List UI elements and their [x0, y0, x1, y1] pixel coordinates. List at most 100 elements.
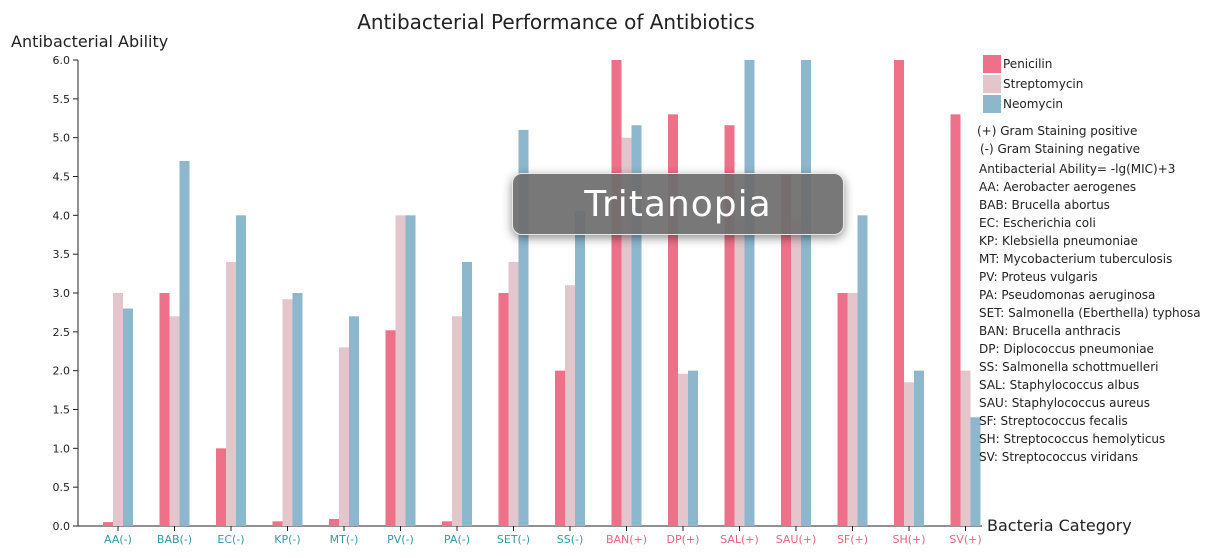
definition-line: SV: Streptococcus viridans [979, 450, 1138, 464]
definition-line: MT: Mycobacterium tuberculosis [979, 252, 1172, 266]
y-tick-label: 2.5 [53, 326, 71, 339]
bar-neomycin-sal [744, 60, 755, 526]
y-tick-label: 1.0 [53, 442, 71, 455]
gram-negative-note: (-) Gram Staining negative [980, 142, 1140, 156]
legend-swatch-streptomycin [983, 75, 1001, 93]
legend-label-streptomycin: Streptomycin [1003, 77, 1083, 91]
bar-penicilin-sf [837, 293, 848, 526]
tritanopia-overlay: Tritanopia [512, 173, 844, 235]
bar-penicilin-ss [555, 370, 565, 526]
bar-penicilin-kp [272, 521, 283, 526]
y-tick-label: 4.5 [53, 171, 71, 184]
bar-neomycin-pa [462, 261, 472, 526]
y-tick-label: 3.0 [53, 287, 71, 300]
bar-streptomycin-sau [791, 218, 801, 526]
definition-line: AA: Aerobacter aerogenes [979, 180, 1136, 194]
bar-penicilin-pa [442, 521, 452, 526]
bar-neomycin-ss [575, 211, 585, 526]
bar-penicilin-ban [611, 60, 622, 526]
bar-streptomycin-pv [395, 215, 406, 527]
x-category-label: PV(-) [387, 533, 414, 546]
y-axis-label: Antibacterial Ability [11, 32, 168, 51]
bar-penicilin-set [498, 293, 509, 526]
bar-streptomycin-aa [113, 293, 123, 526]
bar-streptomycin-ss [565, 285, 575, 526]
bar-streptomycin-mt [339, 347, 349, 526]
definition-line: SAU: Staphylococcus aureus [979, 396, 1150, 410]
definition-line: SAL: Staphylococcus albus [979, 378, 1139, 392]
x-category-label: SAU(+) [776, 533, 817, 546]
definition-line: PA: Pseudomonas aeruginosa [979, 288, 1155, 302]
definition-line: BAB: Brucella abortus [979, 198, 1110, 212]
y-tick-label: 6.0 [53, 54, 71, 67]
x-category-label: KP(-) [274, 533, 300, 546]
category-labels: AA(-) BAB(-) EC(-) KP(-) MT(-) PV(-) PA(-) SET(… [104, 533, 982, 546]
bar-streptomycin-bab [169, 316, 180, 526]
bar-streptomycin-kp [282, 299, 293, 526]
bar-streptomycin-ban [621, 137, 632, 526]
x-category-label: PA(-) [444, 533, 470, 546]
x-category-label: SS(-) [557, 533, 584, 546]
bar-neomycin-sau [801, 60, 811, 526]
bar-neomycin-set [518, 129, 529, 526]
bar-penicilin-pv [385, 330, 396, 526]
bar-penicilin-ec [216, 448, 226, 526]
x-category-label: BAN(+) [606, 533, 647, 546]
definition-line: SET: Salmonella (Eberthella) typhosa [979, 306, 1201, 320]
x-category-label: SH(+) [892, 533, 925, 546]
bars-group [103, 60, 981, 527]
y-tick-label: 0.0 [53, 520, 71, 533]
bar-neomycin-pv [405, 215, 416, 527]
definition-line: DP: Diplococcus pneumoniae [979, 342, 1154, 356]
definition-line: PV: Proteus vulgaris [979, 270, 1098, 284]
definition-line: EC: Escherichia coli [979, 216, 1096, 230]
y-tick-label: 2.0 [53, 365, 71, 378]
x-category-label: DP(+) [667, 533, 700, 546]
y-tick-label: 5.5 [53, 93, 71, 106]
bar-neomycin-mt [349, 316, 359, 526]
chart-title: Antibacterial Performance of Antibiotics [357, 10, 755, 34]
legend-swatch-penicilin [983, 55, 1001, 73]
x-axis-label: Bacteria Category [987, 516, 1132, 535]
bar-penicilin-sau [781, 174, 791, 527]
y-tick-label: 1.5 [53, 404, 71, 417]
bar-neomycin-kp [292, 293, 303, 526]
definition-line: Antibacterial Ability= -lg(MIC)+3 [979, 162, 1175, 176]
bar-neomycin-sf [857, 215, 868, 527]
bar-streptomycin-pa [452, 316, 462, 526]
definition-line: KP: Klebsiella pneumoniae [979, 234, 1138, 248]
bar-streptomycin-sal [734, 218, 745, 526]
overlay-label: Tritanopia [584, 183, 772, 225]
x-category-label: EC(-) [217, 533, 244, 546]
definition-line: SF: Streptococcus fecalis [979, 414, 1128, 428]
bar-streptomycin-dp [678, 373, 688, 526]
bar-streptomycin-set [508, 261, 519, 526]
gram-positive-note: (+) Gram Staining positive [977, 124, 1137, 138]
definition-line: SH: Streptococcus hemolyticus [979, 432, 1165, 446]
bar-penicilin-sal [724, 125, 735, 527]
bar-neomycin-ec [236, 215, 246, 527]
definition-line: BAN: Brucella anthracis [979, 324, 1121, 338]
bar-penicilin-aa [103, 522, 113, 526]
x-category-label: BAB(-) [157, 533, 192, 546]
x-category-label: SET(-) [497, 533, 530, 546]
legend-label-penicilin: Penicilin [1003, 57, 1052, 71]
bar-streptomycin-ec [226, 261, 236, 526]
x-category-label: SV(+) [949, 533, 981, 546]
bar-neomycin-dp [688, 370, 698, 526]
definitions-list: Antibacterial Ability= -lg(MIC)+3 AA: Aer… [979, 162, 1201, 464]
bar-neomycin-sh [914, 370, 924, 526]
x-axis [78, 525, 982, 531]
x-category-label: AA(-) [104, 533, 132, 546]
x-category-label: SF(+) [837, 533, 868, 546]
x-category-label: SAL(+) [720, 533, 759, 546]
y-axis: 0.0 0.5 1.0 1.5 2.0 2.5 3.0 3.5 4.0 4.5 5.0 5.5 6.0 [53, 54, 79, 533]
bar-streptomycin-sv [960, 370, 971, 526]
legend-swatch-neomycin [983, 95, 1001, 113]
bar-penicilin-dp [668, 114, 678, 526]
bar-penicilin-sh [894, 60, 904, 526]
bar-neomycin-bab [179, 160, 190, 526]
y-tick-label: 3.5 [53, 248, 71, 261]
y-tick-label: 0.5 [53, 481, 71, 494]
